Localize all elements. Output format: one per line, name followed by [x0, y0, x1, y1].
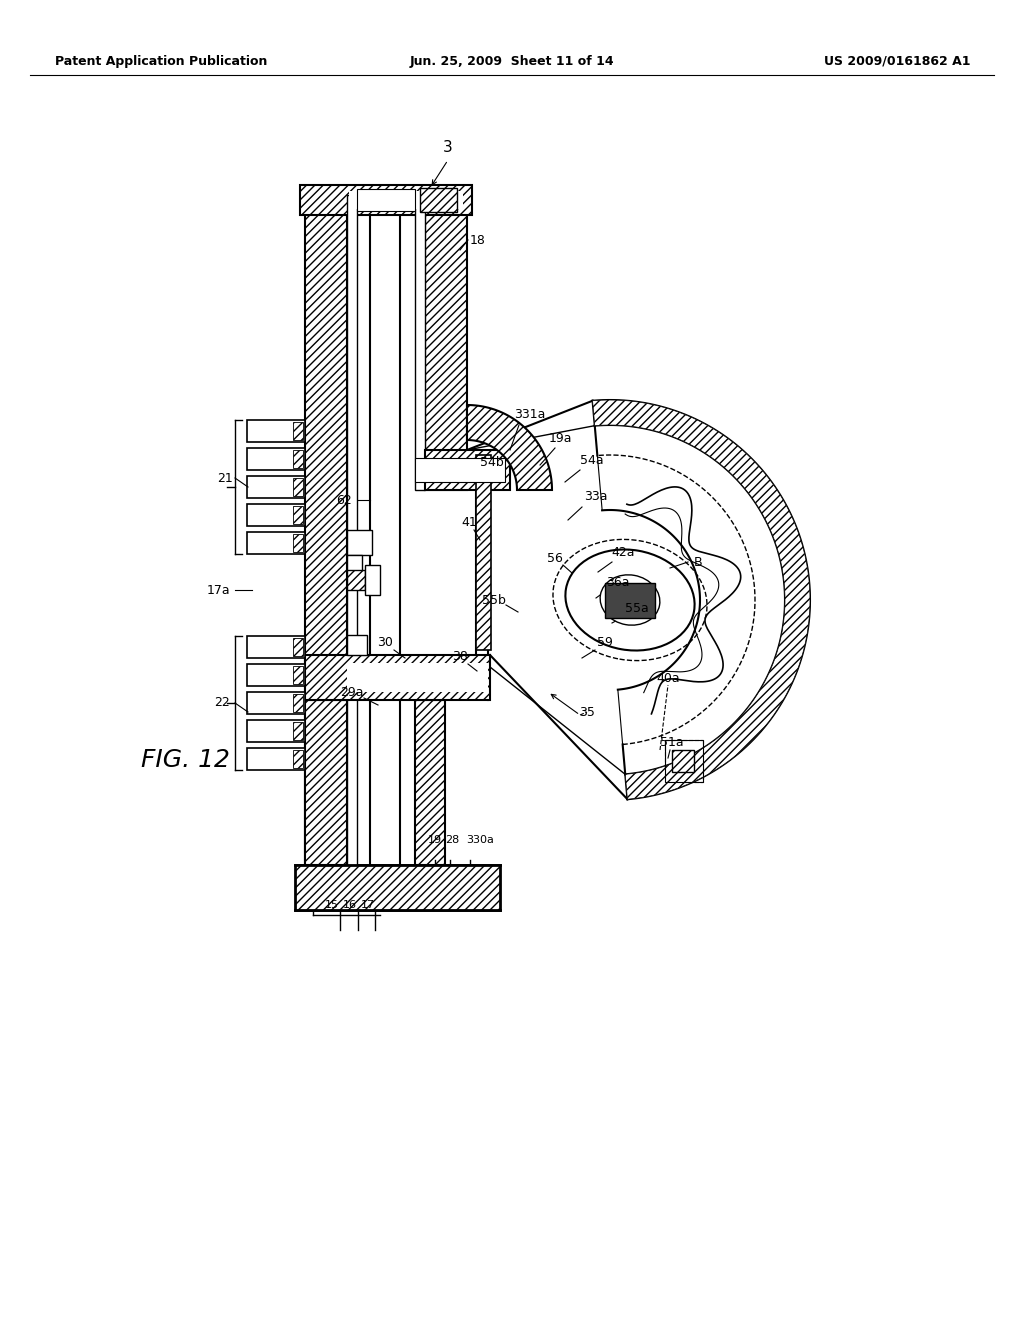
Text: 41: 41: [461, 516, 477, 528]
Text: 36a: 36a: [606, 576, 630, 589]
Bar: [420, 187, 457, 213]
Text: 54b: 54b: [480, 455, 504, 469]
Text: 3: 3: [443, 140, 453, 156]
Bar: [476, 455, 490, 649]
Text: 40a: 40a: [656, 672, 680, 685]
Bar: [293, 694, 303, 711]
Text: 21: 21: [217, 471, 232, 484]
Bar: [247, 477, 305, 498]
Text: Patent Application Publication: Patent Application Publication: [55, 55, 267, 69]
Bar: [347, 635, 367, 655]
Polygon shape: [467, 405, 552, 490]
Text: 30: 30: [377, 635, 393, 648]
Bar: [247, 692, 305, 714]
Bar: [293, 506, 303, 524]
Bar: [300, 185, 472, 215]
Text: 18: 18: [470, 234, 486, 247]
Text: 19a: 19a: [548, 432, 571, 445]
Text: Jun. 25, 2009  Sheet 11 of 14: Jun. 25, 2009 Sheet 11 of 14: [410, 55, 614, 69]
Text: 55b: 55b: [482, 594, 506, 606]
Ellipse shape: [565, 549, 694, 651]
Text: B: B: [693, 556, 702, 569]
Text: 331a: 331a: [514, 408, 546, 421]
Text: 29a: 29a: [340, 685, 364, 698]
Bar: [415, 700, 445, 865]
Text: 56: 56: [547, 552, 563, 565]
Bar: [415, 458, 505, 482]
Bar: [305, 700, 347, 865]
Bar: [347, 663, 488, 692]
Bar: [247, 504, 305, 525]
Bar: [293, 450, 303, 469]
Bar: [305, 195, 347, 865]
Bar: [293, 478, 303, 496]
Bar: [247, 636, 305, 657]
Text: 17a: 17a: [206, 583, 229, 597]
Bar: [349, 191, 463, 209]
Bar: [365, 565, 380, 595]
Text: 59: 59: [597, 635, 613, 648]
Text: 19: 19: [428, 836, 442, 845]
Bar: [605, 583, 655, 618]
Bar: [293, 535, 303, 552]
Text: 42a: 42a: [611, 546, 635, 560]
Bar: [665, 741, 703, 781]
Bar: [293, 722, 303, 741]
Text: 51a: 51a: [660, 735, 684, 748]
Bar: [247, 748, 305, 770]
Text: 62: 62: [336, 494, 352, 507]
Bar: [415, 195, 425, 490]
Bar: [293, 422, 303, 440]
Text: 38: 38: [452, 649, 468, 663]
Bar: [293, 667, 303, 684]
Text: 17: 17: [360, 900, 375, 909]
Bar: [305, 655, 490, 700]
Bar: [293, 638, 303, 656]
Bar: [347, 531, 372, 554]
Text: 15: 15: [325, 900, 339, 909]
Bar: [247, 719, 305, 742]
Bar: [357, 189, 415, 211]
Bar: [347, 570, 365, 590]
Text: 16: 16: [343, 900, 357, 909]
Bar: [347, 554, 362, 576]
Bar: [295, 865, 500, 909]
Text: 22: 22: [214, 697, 229, 710]
Bar: [293, 750, 303, 768]
Bar: [247, 664, 305, 686]
Text: 33a: 33a: [585, 491, 608, 503]
Text: US 2009/0161862 A1: US 2009/0161862 A1: [823, 55, 970, 69]
Text: 54a: 54a: [581, 454, 604, 466]
Bar: [425, 195, 467, 490]
Bar: [247, 420, 305, 442]
Bar: [672, 750, 694, 772]
Text: FIG. 12: FIG. 12: [140, 748, 229, 772]
Text: 330a: 330a: [466, 836, 494, 845]
Bar: [247, 532, 305, 554]
Ellipse shape: [600, 574, 659, 626]
Text: 28: 28: [444, 836, 459, 845]
Text: 55a: 55a: [625, 602, 649, 615]
Text: 35: 35: [579, 705, 595, 718]
Bar: [247, 447, 305, 470]
Polygon shape: [593, 400, 810, 799]
Bar: [425, 450, 510, 490]
Bar: [347, 195, 357, 865]
